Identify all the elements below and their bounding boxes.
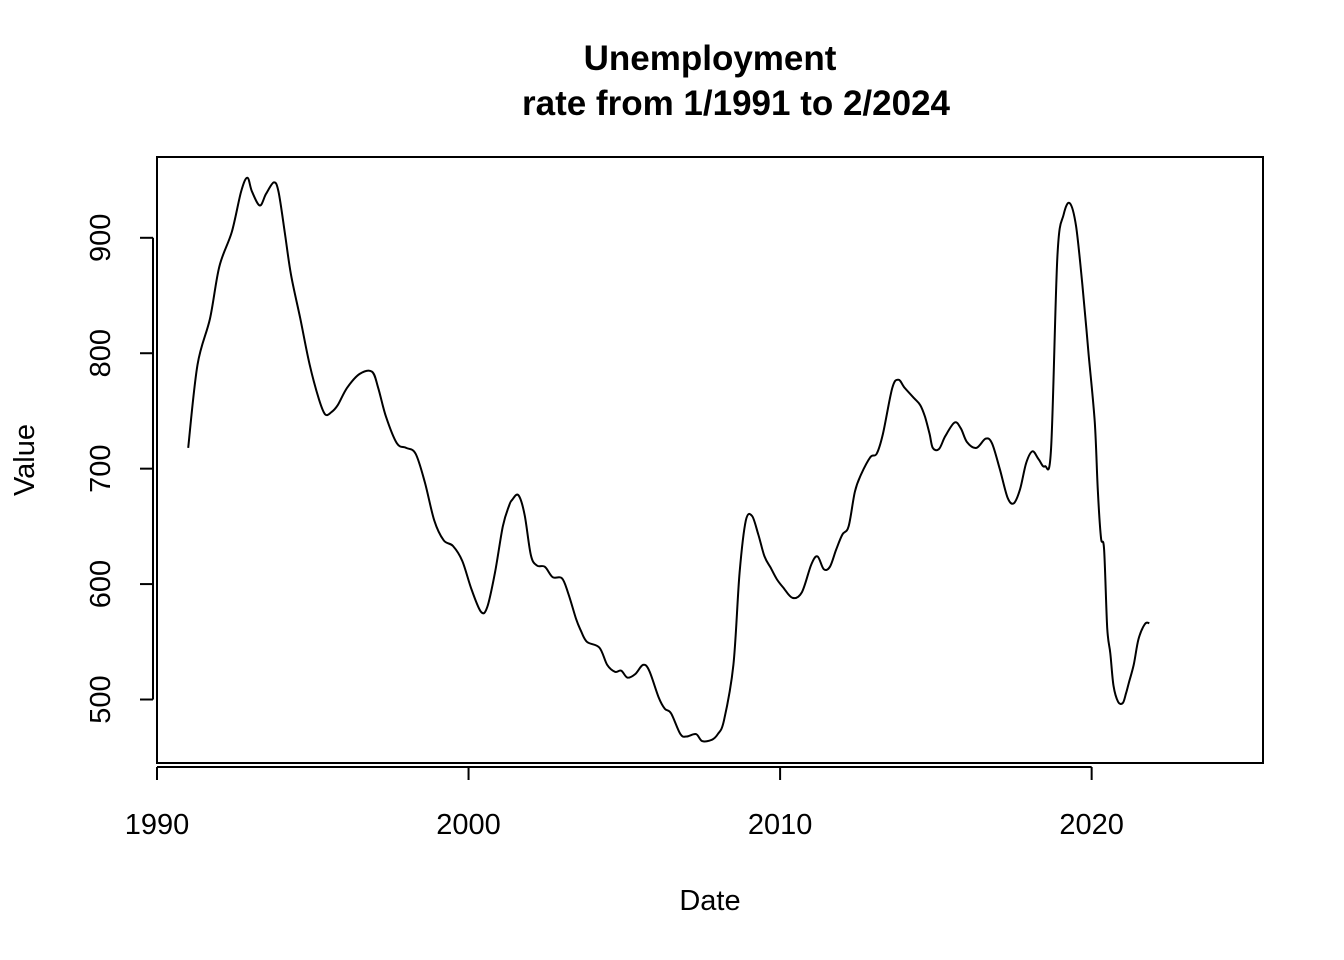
chart-title-line1: Unemployment	[584, 39, 837, 78]
y-axis: 500 600 700 800 900	[85, 214, 154, 724]
y-axis-label: Value	[9, 424, 41, 496]
y-tick-label-800: 800	[85, 329, 117, 377]
x-axis: 1990 2000 2010 2020	[125, 766, 1124, 841]
x-tick-label-2020: 2020	[1059, 809, 1124, 841]
x-tick-label-2000: 2000	[436, 809, 501, 841]
y-tick-label-600: 600	[85, 560, 117, 608]
unemployment-series-line	[187, 176, 1150, 743]
y-tick-label-500: 500	[85, 675, 117, 723]
plot-frame	[156, 156, 1264, 764]
y-tick-label-700: 700	[85, 444, 117, 492]
chart-title-line2: rate from 1/1991 to 2/2024	[522, 84, 951, 123]
x-axis-label: Date	[679, 885, 740, 917]
x-tick-label-1990: 1990	[125, 809, 190, 841]
x-tick-label-2010: 2010	[748, 809, 813, 841]
y-tick-label-900: 900	[85, 214, 117, 262]
